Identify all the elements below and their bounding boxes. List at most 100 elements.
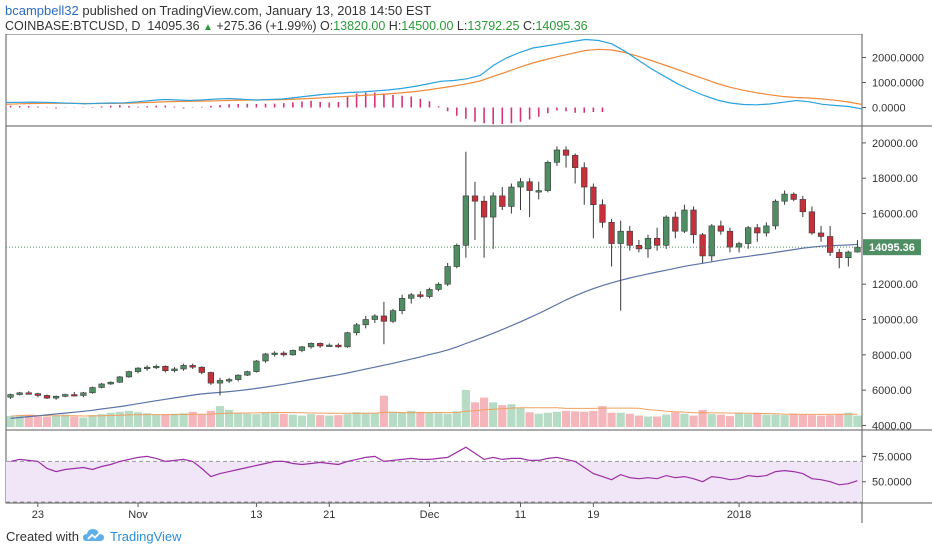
- price-axis-label: 16000.00: [872, 209, 918, 221]
- candle-body: [480, 200, 488, 218]
- price-candle: [562, 146, 570, 168]
- price-candle: [289, 349, 296, 356]
- candle-body: [326, 344, 333, 347]
- volume-bar: [143, 413, 152, 427]
- price-candle: [499, 187, 506, 211]
- candle-body: [134, 367, 142, 372]
- volume-bar: [780, 415, 789, 427]
- macd-axis-label: 0.0000: [872, 103, 906, 115]
- price-candle: [663, 215, 670, 249]
- high-label: H:: [388, 19, 402, 33]
- candle-body: [116, 376, 123, 383]
- candle-body: [690, 209, 697, 236]
- volume-bar: [744, 414, 753, 427]
- price-candle: [34, 392, 41, 398]
- volume-ma-line: [10, 407, 858, 417]
- candle-body: [663, 216, 670, 246]
- rsi-axis-label: 50.0000: [872, 477, 912, 489]
- volume-bar: [133, 412, 143, 427]
- candle-body: [653, 237, 661, 246]
- chart-area[interactable]: 2000.0000 1000.0000 0.0000 20000.00 18000.00…: [0, 34, 932, 523]
- price-candle: [389, 308, 397, 324]
- candle-body: [608, 222, 615, 244]
- volume-bar: [306, 414, 316, 427]
- candle-body: [462, 195, 469, 246]
- candle-body: [235, 374, 242, 380]
- price-candle: [681, 204, 688, 233]
- plot-frame: [5, 34, 863, 504]
- volume-bar: [835, 414, 844, 427]
- price-candle: [717, 220, 724, 235]
- candle-body: [153, 366, 160, 369]
- price-candle: [216, 377, 224, 396]
- price-candle: [854, 240, 861, 253]
- volume-bar: [844, 412, 853, 427]
- candle-body: [426, 289, 433, 297]
- rsi-axis-label: 75.0000: [872, 451, 912, 463]
- price-axis-label: 18000.00: [872, 173, 918, 185]
- price-candle: [244, 370, 251, 377]
- last-price-label-bg: [863, 239, 921, 256]
- candle-body: [171, 368, 178, 372]
- price-candle: [508, 183, 515, 214]
- candle-body: [408, 294, 415, 299]
- candle-body: [207, 372, 215, 384]
- candle-body: [162, 366, 169, 372]
- price-candle: [772, 199, 779, 230]
- price-candle: [544, 160, 551, 193]
- price-candle: [781, 190, 788, 205]
- price-candle: [25, 391, 32, 395]
- low-value: 13792.25: [467, 19, 520, 33]
- price-candle: [808, 206, 816, 235]
- tradingview-cloud-icon: [83, 529, 104, 541]
- footer: Created with TradingView: [0, 523, 932, 550]
- volume-bar: [379, 395, 389, 427]
- tradingview-brand[interactable]: TradingView: [110, 529, 182, 544]
- volume-bar: [816, 415, 826, 427]
- candle-body: [362, 319, 369, 326]
- volume-bar: [179, 413, 188, 427]
- volume-bar: [343, 414, 352, 427]
- price-candle: [672, 211, 679, 239]
- volume-bar: [170, 413, 179, 427]
- price-candle: [644, 234, 652, 258]
- price-axis-label: 10000.00: [872, 315, 918, 327]
- candle-body: [52, 396, 60, 399]
- price-candle: [708, 224, 715, 262]
- volume-bar: [698, 409, 707, 427]
- price-candle: [471, 181, 479, 241]
- price-candle: [380, 301, 388, 345]
- candle-body: [43, 395, 51, 399]
- price-axis-label: 8000.00: [872, 350, 912, 362]
- price-candle: [98, 383, 105, 389]
- price-candle: [116, 376, 123, 384]
- created-with-text: Created with: [6, 529, 79, 544]
- volume-bar: [279, 413, 288, 427]
- last-price-label: 14095.36: [869, 242, 915, 254]
- price-change: +275.36 (+1.99%): [216, 19, 317, 33]
- candle-body: [544, 162, 551, 191]
- volume-bar: [106, 412, 115, 427]
- volume-bar: [479, 397, 489, 427]
- candle-body: [553, 149, 561, 163]
- candle-body: [298, 346, 306, 351]
- price-candle: [590, 183, 597, 239]
- candle-body: [444, 266, 451, 285]
- candle-body: [854, 246, 861, 253]
- candle-body: [435, 283, 442, 290]
- price-candle: [444, 262, 451, 286]
- volume-bar: [115, 411, 124, 427]
- volume-bar: [689, 415, 698, 427]
- price-candle: [735, 241, 743, 253]
- price-candle: [280, 351, 287, 357]
- candle-body: [317, 343, 324, 347]
- price-candle: [617, 220, 624, 311]
- volume-bar: [352, 412, 361, 427]
- price-candle: [317, 342, 324, 348]
- price-candle: [371, 314, 378, 324]
- author-link[interactable]: bcampbell32: [5, 3, 79, 18]
- volume-bar: [215, 406, 225, 427]
- candle-body: [89, 387, 96, 394]
- price-candle: [262, 353, 269, 363]
- time-axis-label: 19: [587, 509, 599, 521]
